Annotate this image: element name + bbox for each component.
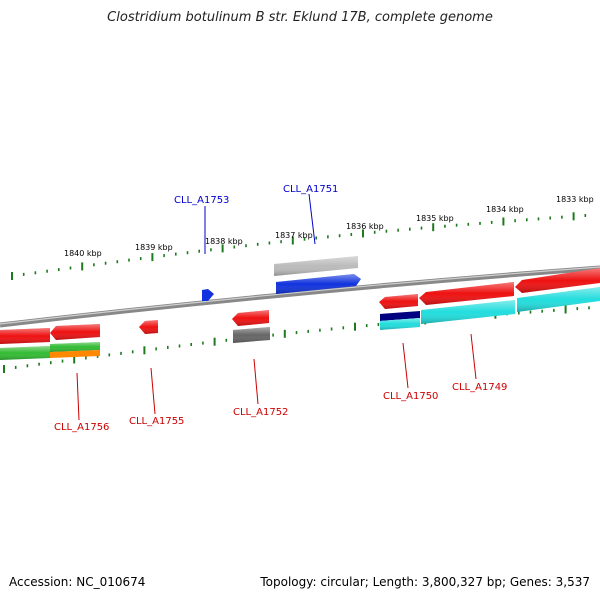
feature-light-gray-upper[interactable] [274, 256, 358, 276]
scale-label-1833: 1833 kbp [556, 195, 594, 204]
scale-label-1835: 1835 kbp [416, 214, 454, 223]
genome-backbone [0, 265, 600, 328]
gene-label-cll-a1751[interactable]: CLL_A1751 [283, 184, 338, 195]
feature-red-1750-upper[interactable] [379, 294, 418, 309]
leader-line-cll-a1749 [470, 333, 477, 380]
accession-text: Accession: NC_010674 [9, 575, 146, 589]
feature-red-right[interactable] [515, 268, 600, 293]
feature-red-left-1[interactable] [0, 328, 50, 344]
gene-label-cll-a1756[interactable]: CLL_A1756 [54, 422, 109, 433]
leader-line-cll-a1752 [253, 358, 259, 405]
leader-line-cll-a1755 [150, 367, 156, 415]
gene-label-cll-a1755[interactable]: CLL_A1755 [129, 416, 184, 427]
feature-cll-a1751[interactable] [276, 274, 361, 294]
genome-stats-text: Topology: circular; Length: 3,800,327 bp… [260, 575, 590, 589]
gene-label-cll-a1753[interactable]: CLL_A1753 [174, 195, 229, 206]
gene-label-cll-a1750[interactable]: CLL_A1750 [383, 391, 438, 402]
scale-label-1837: 1837 kbp [275, 231, 313, 240]
leader-line-cll-a1756 [76, 372, 80, 421]
scale-label-1840: 1840 kbp [64, 249, 102, 258]
feature-cll-a1750[interactable] [380, 311, 420, 330]
leader-line-cll-a1751 [308, 193, 316, 245]
feature-red-left-2[interactable] [50, 324, 100, 340]
feature-cyan-right[interactable] [517, 287, 600, 312]
gene-label-cll-a1749[interactable]: CLL_A1749 [452, 382, 507, 393]
map-title: Clostridium botulinum B str. Eklund 17B,… [107, 10, 493, 25]
feature-cll-a1752-red[interactable] [232, 310, 269, 326]
feature-red-1749-upper[interactable] [419, 282, 514, 305]
feature-cll-a1752[interactable] [233, 327, 270, 343]
feature-cll-a1755[interactable] [139, 320, 158, 334]
scale-label-1838: 1838 kbp [205, 237, 243, 246]
feature-cll-a1749[interactable] [421, 300, 515, 324]
feature-cll-a1753[interactable] [202, 289, 214, 301]
scale-label-1834: 1834 kbp [486, 205, 524, 214]
scale-label-1839: 1839 kbp [135, 243, 173, 252]
leader-line-cll-a1750 [402, 342, 409, 389]
scale-label-1836: 1836 kbp [346, 222, 384, 231]
gene-label-cll-a1752[interactable]: CLL_A1752 [233, 407, 288, 418]
feature-cll-a1756-orange[interactable] [50, 350, 100, 358]
feature-cll-a1756-green[interactable] [0, 342, 100, 360]
scale-ticks-upper [11, 212, 587, 280]
